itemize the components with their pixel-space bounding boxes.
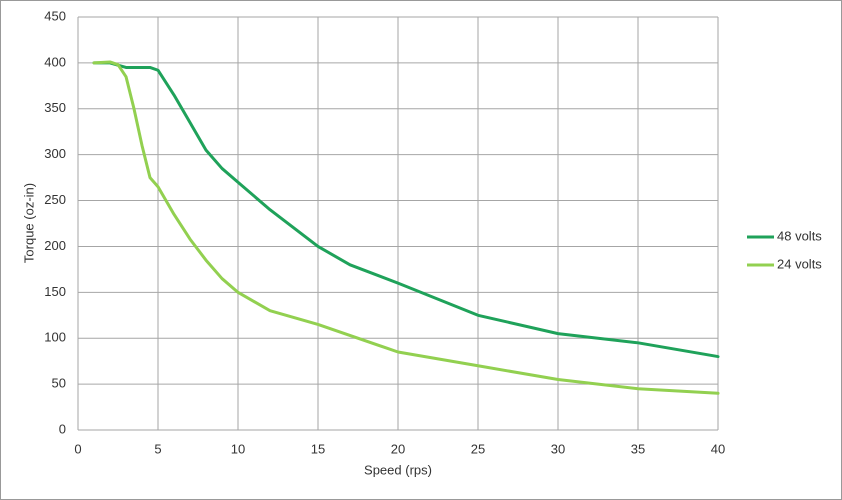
y-axis-title: Torque (oz-in) xyxy=(21,183,36,263)
y-tick-label: 350 xyxy=(44,100,66,115)
legend-label: 24 volts xyxy=(777,256,822,271)
x-axis-title: Speed (rps) xyxy=(364,462,432,477)
line-series xyxy=(92,60,720,395)
y-tick-label: 300 xyxy=(44,146,66,161)
x-tick-label: 5 xyxy=(154,441,161,456)
x-tick-label: 10 xyxy=(231,441,245,456)
y-tick-label: 250 xyxy=(44,192,66,207)
x-tick-label: 20 xyxy=(391,441,405,456)
legend-label: 48 volts xyxy=(777,228,822,243)
x-tick-label: 30 xyxy=(551,441,565,456)
y-tick-label: 0 xyxy=(59,421,66,436)
y-tick-label: 100 xyxy=(44,330,66,345)
x-tick-label: 35 xyxy=(631,441,645,456)
x-tick-label: 25 xyxy=(471,441,485,456)
x-tick-label: 40 xyxy=(711,441,725,456)
line-series xyxy=(92,61,720,359)
y-tick-label: 450 xyxy=(44,8,66,23)
x-tick-label: 15 xyxy=(311,441,325,456)
y-tick-label: 200 xyxy=(44,238,66,253)
x-tick-label: 0 xyxy=(74,441,81,456)
y-tick-label: 50 xyxy=(52,376,66,391)
y-tick-label: 400 xyxy=(44,54,66,69)
y-tick-label: 150 xyxy=(44,284,66,299)
